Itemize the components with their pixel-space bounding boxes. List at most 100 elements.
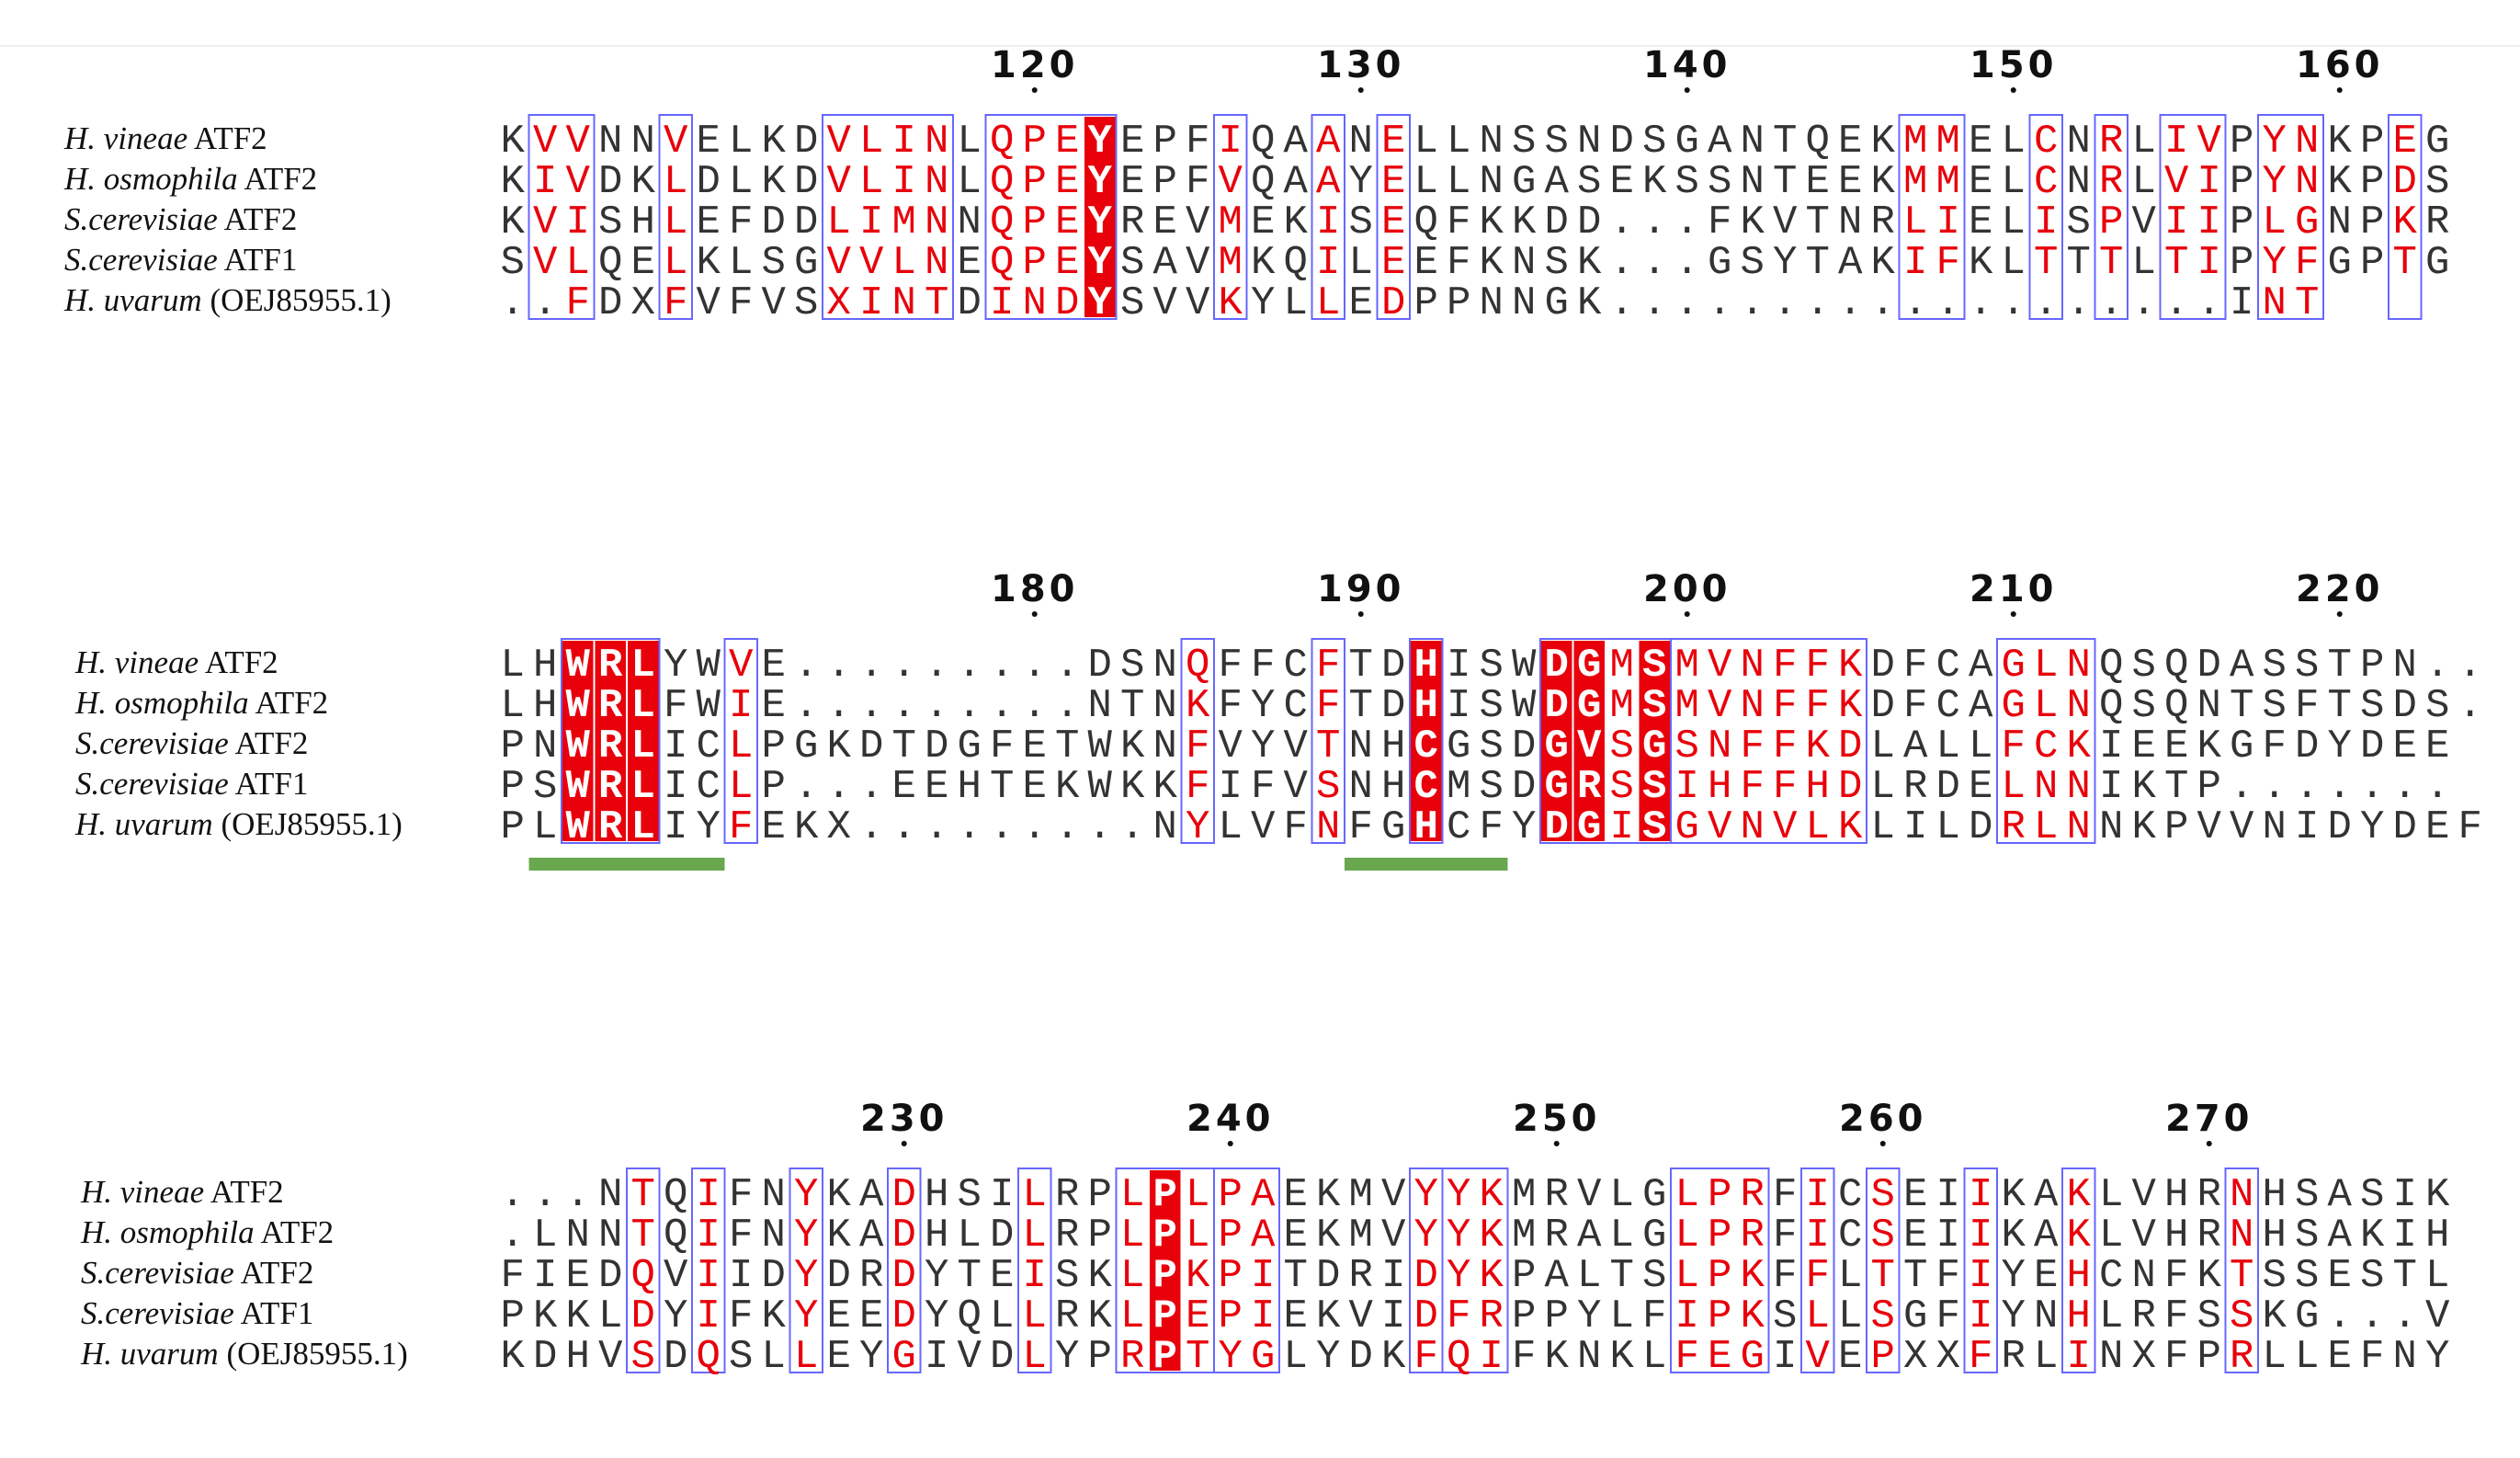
residue: L [1610,1172,1634,1218]
residue: S [598,199,622,245]
residue: Q [631,1253,655,1299]
residue: K [1577,280,1602,326]
residue: X [827,804,851,850]
gene-name: (OEJ85955.1) [213,806,403,842]
residue: N [762,1213,786,1259]
residue: Y [664,643,687,689]
residue: S [1120,643,1144,689]
residue: . [794,764,818,810]
residue: C [1936,643,1960,689]
residue: K [2197,1253,2222,1299]
residue: . [859,683,883,729]
residue: K [501,119,526,165]
position-tick-label: 260 [1839,1098,1927,1140]
residue: Y [794,1172,818,1218]
residue: N [2393,643,2417,689]
residue: D [859,723,883,769]
species-label: H. osmophila ATF2 [74,685,328,721]
residue: T [2067,240,2091,286]
residue: R [2132,1293,2156,1339]
gene-name: ATF2 [255,1214,335,1250]
position-tick-label: 180 [991,568,1079,610]
residue: I [664,804,687,850]
residue: . [2328,1293,2352,1339]
gene-name: ATF2 [238,161,318,197]
residue: . [2393,1293,2417,1339]
residue: N [2132,1253,2156,1299]
residue: R [1545,1213,1569,1259]
residue: P [1023,199,1047,245]
residue: S [1708,159,1731,205]
residue: S [1480,643,1504,689]
residue: E [827,1334,851,1380]
species-label: S.cerevisiae ATF2 [81,1255,313,1291]
residue: L [1414,159,1438,205]
residue: . [2425,764,2449,810]
residue: F [1447,240,1470,286]
species-label: S.cerevisiae ATF1 [75,766,308,802]
residue: K [1186,1253,1210,1299]
residue: N [1577,119,1601,165]
residue: S [1675,159,1699,205]
similarity-box [1213,114,1248,320]
similarity-box [1180,638,1215,844]
residue: N [2034,1293,2058,1339]
residue: D [598,159,622,205]
residue: S [2360,1172,2384,1218]
residue: K [2067,1172,2092,1218]
residue: P [2360,199,2384,245]
residue: I [859,280,883,326]
residue: M [1447,764,1470,810]
residue: S [1642,764,1666,810]
residue: S [762,240,786,286]
residue: A [1708,119,1732,165]
residue: L [827,199,851,245]
residue: C [1284,683,1308,729]
residue: D [1055,280,1079,326]
residue: H [2067,1293,2091,1339]
residue: L [1936,804,1960,850]
residue: N [1577,1334,1601,1380]
residue: P [1512,1253,1536,1299]
residue: E [1381,240,1405,286]
residue: D [1838,764,1862,810]
gene-name: ATF1 [218,242,298,278]
similarity-box [528,114,596,320]
residue: D [892,1172,916,1218]
residue: E [2164,723,2188,769]
residue: K [2132,764,2157,810]
residue: H [533,643,557,689]
residue: F [1186,723,1209,769]
residue: L [1969,723,1992,769]
residue: . [533,1172,557,1218]
residue: N [1708,723,1731,769]
species-label: S.cerevisiae ATF2 [75,725,308,761]
residue: L [566,240,590,286]
residue: L [2132,119,2156,165]
residue: V [1284,764,1309,810]
residue: . [2034,280,2058,326]
residue: R [1480,1293,1504,1339]
residue: V [1806,1334,1831,1380]
residue: G [2425,240,2449,286]
residue: E [1381,119,1405,165]
residue: Y [1577,1293,1601,1339]
residue: V [664,1253,688,1299]
residue: F [1447,199,1470,245]
residue: I [2197,159,2221,205]
residue: K [1871,240,1896,286]
residue: K [501,199,526,245]
residue: G [1642,1172,1666,1218]
similarity-box [822,114,954,320]
residue: L [990,1293,1014,1339]
residue: M [1675,683,1699,729]
residue: I [2067,1334,2091,1380]
residue: K [1838,643,1863,689]
residue: V [1251,804,1276,850]
residue: I [1903,804,1927,850]
residue: I [1251,1293,1275,1339]
residue: T [1186,1334,1209,1380]
residue: N [762,1172,786,1218]
residue: G [2230,723,2253,769]
residue: Y [2425,1334,2449,1380]
